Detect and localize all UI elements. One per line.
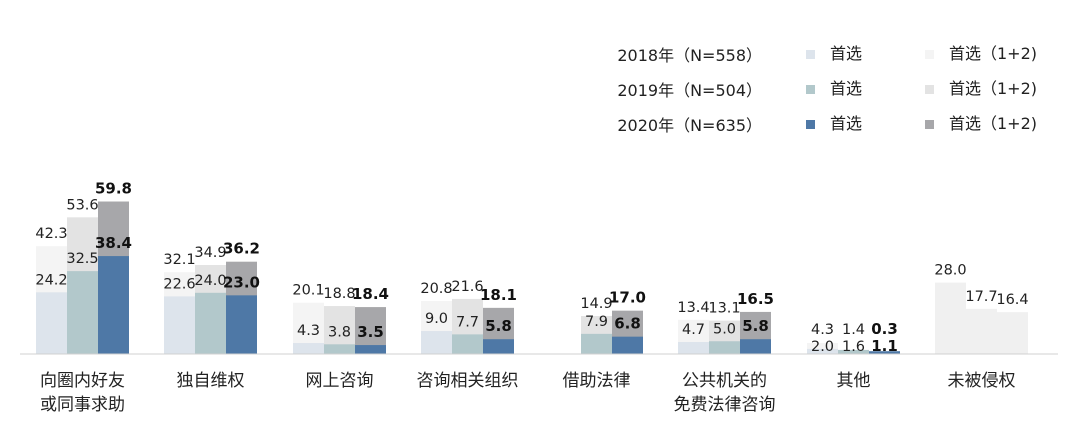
value-label-combined: 1.4 — [842, 322, 865, 338]
category-label: 借助法律 — [563, 371, 631, 391]
value-label-combined: 13.4 — [677, 300, 709, 316]
bar-first — [421, 331, 452, 354]
value-label: 17.7 — [965, 289, 997, 305]
value-label-combined: 34.9 — [194, 245, 226, 261]
legend-swatch-first — [806, 50, 815, 59]
bar-first — [678, 342, 709, 354]
value-labels: 42.3 24.2 53.6 32.5 59.8 38.4 32.1 22.6 34.9 24.0… — [35, 180, 1028, 355]
value-label-combined: 32.1 — [163, 252, 195, 268]
legend-first-label: 首选 — [830, 44, 862, 63]
bar-first — [581, 333, 612, 354]
value-label-first: 32.5 — [66, 251, 98, 267]
value-label-combined: 13.1 — [708, 301, 740, 317]
bar-single — [997, 312, 1028, 354]
value-label-combined: 36.2 — [223, 240, 260, 258]
bar-single — [935, 282, 966, 354]
value-label-combined: 20.1 — [292, 283, 324, 299]
bars-group — [36, 201, 1028, 354]
value-label-first: 38.4 — [95, 234, 132, 252]
value-label-combined: 17.0 — [609, 289, 646, 307]
value-label-first: 3.8 — [328, 324, 351, 340]
bar-first — [67, 271, 98, 354]
legend-combined-label: 首选（1+2) — [949, 44, 1037, 63]
bar-first — [164, 296, 195, 354]
category-label: 向圈内好友 — [40, 371, 125, 391]
bar-combined — [807, 343, 838, 354]
value-label-combined: 42.3 — [35, 226, 67, 242]
value-label-combined: 18.1 — [480, 286, 517, 304]
value-label-combined: 59.8 — [95, 180, 132, 198]
bar-first — [452, 334, 483, 354]
legend-first-label: 首选 — [830, 114, 862, 133]
value-label-first: 3.5 — [357, 323, 384, 341]
bar-first — [838, 349, 869, 354]
bar-single — [966, 308, 997, 354]
value-label-combined: 21.6 — [451, 279, 483, 295]
bar-first — [612, 336, 643, 354]
bar-first — [483, 339, 514, 354]
category-label: 独自维权 — [177, 371, 245, 391]
legend-year-label: 2018年（N=558） — [617, 46, 762, 65]
value-label-first: 23.0 — [223, 273, 260, 291]
category-label: 其他 — [837, 371, 871, 391]
legend-first-label: 首选 — [830, 79, 862, 98]
bar-first — [740, 339, 771, 354]
bar-first — [355, 345, 386, 354]
legend-combined-label: 首选（1+2) — [949, 114, 1037, 133]
bar-first — [807, 348, 838, 354]
value-label-first: 1.1 — [871, 337, 898, 355]
category-label: 公共机关的 — [682, 371, 767, 391]
value-label-combined: 18.4 — [352, 285, 389, 303]
bar-first — [195, 292, 226, 354]
legend-swatch-first — [806, 120, 815, 129]
value-label-first: 5.0 — [713, 321, 736, 337]
category-label: 免费法律咨询 — [674, 395, 776, 415]
value-label-first: 7.9 — [585, 314, 608, 330]
category-label: 未被侵权 — [948, 371, 1016, 391]
bar-first — [36, 292, 67, 354]
legend-swatch-combined — [925, 120, 934, 129]
bar-first — [709, 341, 740, 354]
category-label: 网上咨询 — [306, 371, 374, 391]
bar-first — [293, 343, 324, 354]
value-label-first: 7.7 — [456, 314, 479, 330]
legend: 2018年（N=558） 首选 首选（1+2)2019年（N=504） 首选 首选（1+… — [617, 44, 1037, 135]
value-label-combined: 53.6 — [66, 197, 98, 213]
legend-combined-label: 首选（1+2) — [949, 79, 1037, 98]
bar-first — [226, 295, 257, 354]
value-label-first: 4.7 — [682, 322, 705, 338]
value-label-first: 6.8 — [614, 315, 641, 333]
legend-swatch-combined — [925, 85, 934, 94]
bar-first — [324, 344, 355, 354]
value-label-first: 24.0 — [194, 273, 226, 289]
category-label: 咨询相关组织 — [417, 371, 519, 391]
value-label-combined: 16.5 — [737, 290, 774, 308]
legend-year-label: 2020年（N=635） — [617, 116, 762, 135]
value-label-first: 9.0 — [425, 311, 448, 327]
legend-year-label: 2019年（N=504） — [617, 81, 762, 100]
value-label-first: 5.8 — [742, 317, 769, 335]
value-label-first: 22.6 — [163, 276, 195, 292]
value-label-combined: 20.8 — [420, 281, 452, 297]
bar-first — [869, 351, 900, 354]
value-label-combined: 4.3 — [811, 322, 834, 338]
value-label-combined: 14.9 — [580, 296, 612, 312]
category-label: 或同事求助 — [40, 395, 125, 415]
value-label-combined: 0.3 — [871, 320, 898, 338]
value-label-first: 2.0 — [811, 339, 834, 355]
value-label-first: 1.6 — [842, 339, 865, 355]
value-label: 28.0 — [934, 263, 966, 279]
value-label-first: 4.3 — [297, 323, 320, 339]
value-label-first: 5.8 — [485, 317, 512, 335]
value-label-combined: 18.8 — [323, 286, 355, 302]
value-label-first: 24.2 — [35, 272, 67, 288]
legend-swatch-combined — [925, 50, 934, 59]
legend-swatch-first — [806, 85, 815, 94]
value-label: 16.4 — [996, 292, 1028, 308]
bar-first — [98, 256, 129, 354]
